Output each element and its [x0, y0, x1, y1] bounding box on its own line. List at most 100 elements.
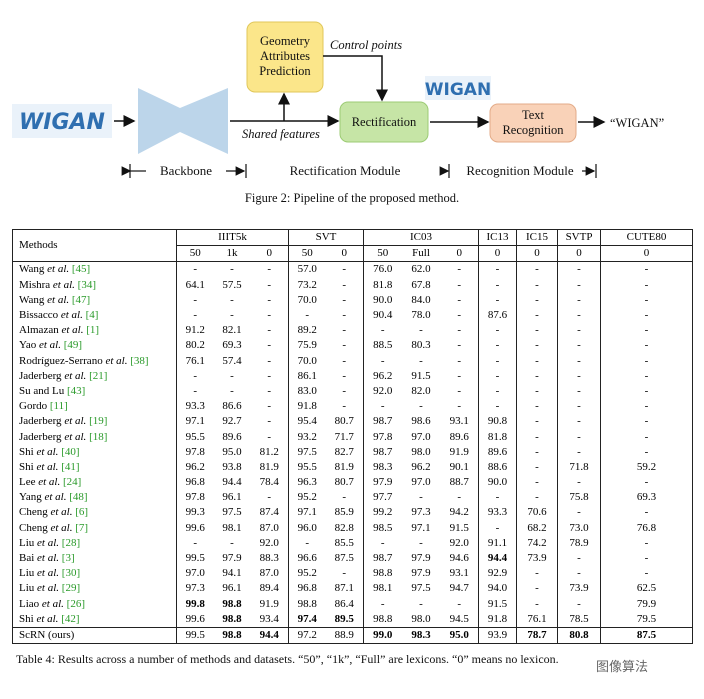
group-header: IC03 — [363, 229, 479, 247]
table-row: Shi et al. [42] 99.6 98.8 93.4 97.4 89.5 98.8 9… — [13, 611, 693, 628]
value-cell: 75.9 — [288, 338, 326, 354]
value-cell: 78.9 — [557, 535, 601, 551]
method-ref: [18] — [89, 430, 108, 443]
method-ref: [47] — [71, 293, 91, 306]
value-cell: 91.5 — [478, 596, 517, 612]
method-etal: et al. — [36, 445, 59, 458]
lexicon-header: 50 — [176, 245, 214, 263]
value-cell: 88.5 — [363, 338, 402, 354]
value-cell: 98.8 — [222, 597, 242, 610]
value-cell: - — [516, 261, 558, 278]
value-cell: - — [267, 354, 272, 367]
method-etal: et al. — [105, 354, 128, 367]
value-cell: - — [600, 261, 693, 278]
method-ref: [45] — [71, 263, 91, 276]
watermark: 图像算法 — [596, 656, 649, 675]
value-cell: - — [176, 261, 214, 278]
value-cell: 98.0 — [411, 445, 431, 458]
value-cell: - — [342, 491, 347, 504]
rectified-image — [425, 76, 491, 100]
value-cell: 98.8 — [288, 596, 326, 612]
value-cell: - — [557, 505, 601, 521]
value-cell: - — [516, 307, 558, 324]
value-cell: - — [267, 263, 272, 276]
table-row: Rodríguez-Serrano et al. [38] 76.1 57.4-70… — [13, 353, 693, 369]
value-cell: - — [516, 383, 558, 400]
pipeline-diagram: WIGAN Geometry Attributes Prediction Con… — [12, 21, 664, 205]
value-cell: 96.2 — [411, 460, 431, 473]
value-cell: - — [516, 277, 558, 293]
value-cell: - — [342, 400, 347, 413]
value-cell: 95.2 — [288, 490, 326, 506]
value-cell: 70.0 — [288, 353, 326, 369]
lexicon-header: 50 — [288, 245, 326, 263]
value-cell: - — [342, 339, 347, 352]
value-cell: 69.3 — [600, 490, 693, 506]
method-author: Wang — [19, 293, 45, 306]
value-cell: 94.7 — [449, 582, 469, 595]
value-cell: - — [600, 399, 693, 415]
value-cell: - — [478, 353, 517, 369]
geometry-label: Attributes — [260, 49, 310, 63]
value-cell: - — [557, 596, 601, 612]
value-cell: - — [457, 354, 462, 367]
table-row: Jaderberg et al. [21] - - -86.1-96.2 91.5- - -… — [13, 368, 693, 384]
method-etal: et al. — [64, 415, 87, 428]
control-points-label: Control points — [330, 38, 402, 52]
value-cell: - — [516, 444, 558, 460]
method-etal: et al. — [60, 309, 83, 322]
value-cell: 97.3 — [176, 581, 214, 597]
value-cell: 92.9 — [478, 566, 517, 582]
value-cell: - — [342, 263, 347, 276]
value-cell: 91.9 — [449, 445, 469, 458]
value-cell: - — [457, 491, 462, 504]
value-cell: - — [478, 338, 517, 354]
method-etal: et al. — [37, 536, 60, 549]
value-cell: 82.1 — [222, 324, 242, 337]
value-cell: 88.9 — [325, 626, 364, 644]
value-cell: 81.9 — [259, 460, 279, 473]
group-header: IC13 — [478, 229, 517, 247]
value-cell: 92.0 — [363, 383, 402, 400]
value-cell: 97.0 — [411, 430, 431, 443]
value-cell: 89.4 — [259, 582, 279, 595]
method-author: Jaderberg — [19, 430, 62, 443]
value-cell: - — [516, 399, 558, 415]
lexicon-header: 0 — [478, 245, 517, 263]
method-cell: Liu et al. [30] — [13, 566, 177, 581]
method-etal: et al. — [37, 552, 60, 565]
method-cell: Rodríguez-Serrano et al. [38] — [13, 354, 177, 369]
value-cell: - — [516, 581, 558, 597]
table-row: Shi et al. [41] 96.2 93.8 81.9 95.5 81.9 98.3 9… — [13, 459, 693, 475]
value-cell: - — [478, 520, 517, 536]
table-row: Liao et al. [26] 99.8 98.8 91.9 98.8 86.4- - -9… — [13, 596, 693, 612]
table-row: Mishra et al. [34] 64.1 57.5-73.2-81.8 67.8… — [13, 277, 693, 293]
method-etal: et al. — [50, 506, 73, 519]
method-cell: Su and Lu [43] — [13, 384, 177, 399]
value-cell: 98.1 — [363, 581, 402, 597]
method-etal: et al. — [38, 339, 61, 352]
value-cell: 86.6 — [222, 400, 242, 413]
value-cell: 91.8 — [288, 399, 326, 415]
backbone-label: Backbone — [160, 163, 212, 178]
recognition-box — [489, 103, 577, 143]
value-cell: 96.0 — [288, 520, 326, 536]
value-cell: 78.7 — [516, 626, 558, 644]
value-cell: 99.3 — [176, 505, 214, 521]
method-ref: [34] — [77, 278, 96, 291]
method-etal: et al. — [44, 491, 67, 504]
recognition-module-label: Recognition Module — [466, 163, 573, 178]
value-cell: - — [457, 339, 462, 352]
value-cell: 98.8 — [213, 626, 251, 644]
value-cell: 97.9 — [222, 552, 242, 565]
value-cell: - — [342, 567, 347, 580]
method-cell: ScRN (ours) — [12, 626, 177, 644]
arrow — [323, 55, 388, 102]
value-cell: - — [600, 444, 693, 460]
rectified-text: WIGAN — [425, 80, 491, 100]
method-author: Lee — [19, 476, 36, 489]
group-header: IIIT5k — [175, 229, 289, 247]
value-cell: 99.6 — [176, 520, 214, 536]
value-cell: - — [457, 400, 462, 413]
